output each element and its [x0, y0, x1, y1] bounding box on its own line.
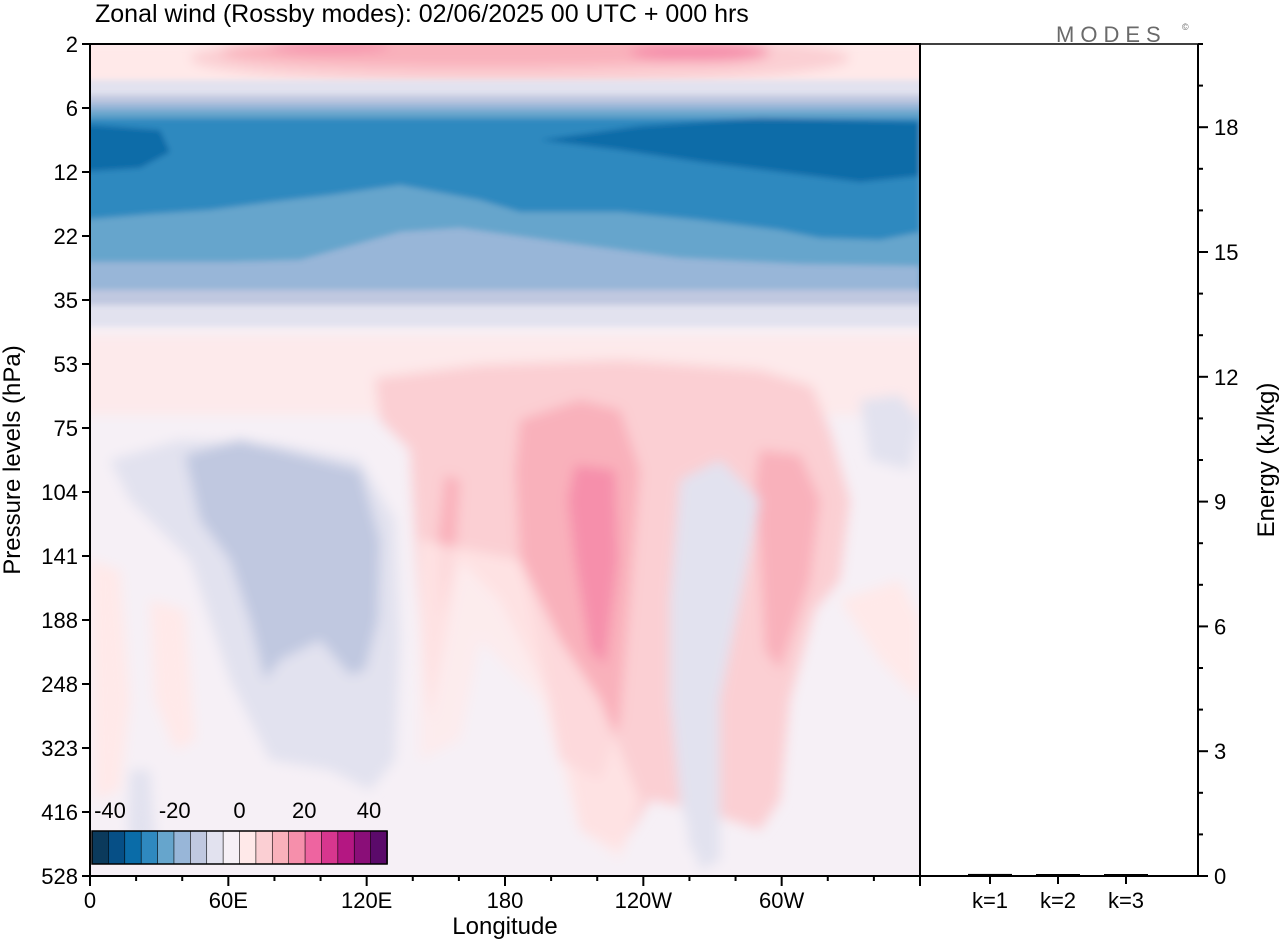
colorbar-swatch	[108, 830, 126, 865]
energy-panel-bg	[920, 44, 1198, 876]
colorbar-swatch	[222, 830, 241, 865]
colorbar-label: 20	[292, 798, 316, 823]
energy-category-label: k=3	[1108, 888, 1144, 913]
energy-bars: k=1 k=2 k=3	[968, 873, 1148, 913]
y-tick-label: 104	[41, 480, 78, 505]
energy-tick-label: 18	[1214, 115, 1238, 140]
colorbar-swatch	[157, 830, 175, 865]
colorbar-swatch	[91, 830, 110, 865]
energy-tick-label: 3	[1214, 739, 1226, 764]
y-tick-marks: 2 6 12 22 35 53 75 104 141 188 248 323 416 528	[41, 32, 90, 889]
colorbar-swatch	[173, 830, 192, 865]
zonal-wind-field	[90, 44, 920, 876]
colorbar-swatch	[124, 830, 142, 865]
y-tick-label: 75	[54, 416, 78, 441]
colorbar-swatch	[140, 830, 159, 865]
y-tick-label: 35	[54, 288, 78, 313]
y-tick-label: 22	[54, 224, 78, 249]
colorbar-swatch	[337, 830, 356, 865]
y-tick-label: 53	[54, 352, 78, 377]
colorbar-label: 0	[233, 798, 245, 823]
x-tick-label: 60W	[759, 888, 804, 913]
colorbar-swatch	[370, 830, 388, 865]
energy-tick-label: 0	[1214, 864, 1226, 889]
x-tick-label: 0	[84, 888, 96, 913]
x-tick-label: 120E	[341, 888, 392, 913]
y-tick-label: 141	[41, 544, 78, 569]
x-tick-marks: 0 60E 120E 180 120W 60W	[84, 876, 921, 913]
colorbar-label: 40	[357, 798, 381, 823]
energy-tick-label: 6	[1214, 614, 1226, 639]
colorbar-label: -20	[159, 798, 191, 823]
y-tick-label: 6	[66, 96, 78, 121]
y-tick-label: 323	[41, 736, 78, 761]
x-tick-label: 180	[487, 888, 524, 913]
energy-ticks: 0 3 6 9 12 15 18	[1198, 43, 1238, 889]
x-axis-label: Longitude	[452, 913, 557, 940]
y-tick-label: 188	[41, 608, 78, 633]
colorbar-swatch	[304, 830, 323, 865]
logo-mark: ©	[1182, 22, 1189, 32]
x-tick-label: 120W	[615, 888, 673, 913]
y-axis-label: Pressure levels (hPa)	[0, 345, 26, 574]
chart-title: Zonal wind (Rossby modes): 02/06/2025 00…	[95, 0, 749, 28]
colorbar-label: -40	[94, 798, 126, 823]
x-tick-label: 60E	[209, 888, 248, 913]
colorbar-swatch	[239, 830, 257, 865]
energy-bar	[1104, 874, 1148, 876]
colorbar: -40 -20 0 20 40	[91, 798, 388, 865]
y-tick-label: 2	[66, 32, 78, 57]
y-tick-label: 12	[54, 160, 78, 185]
colorbar-swatch	[255, 830, 274, 865]
y-tick-label: 248	[41, 672, 78, 697]
colorbar-swatch	[271, 830, 290, 865]
colorbar-swatch	[321, 830, 339, 865]
modes-logo: MODES	[1056, 22, 1167, 47]
colorbar-swatch	[353, 830, 372, 865]
colorbar-swatch	[288, 830, 306, 865]
colorbar-swatch	[190, 830, 208, 865]
energy-axis-label: Energy (kJ/kg)	[1253, 383, 1280, 538]
energy-category-label: k=2	[1040, 888, 1076, 913]
energy-tick-label: 9	[1214, 490, 1226, 515]
colorbar-swatch	[206, 830, 224, 865]
energy-bar	[968, 873, 1012, 876]
colorbar-frame	[91, 830, 388, 865]
energy-tick-label: 12	[1214, 365, 1238, 390]
energy-tick-label: 15	[1214, 240, 1238, 265]
y-tick-label: 528	[41, 864, 78, 889]
y-tick-label: 416	[41, 800, 78, 825]
energy-bar	[1036, 874, 1080, 876]
energy-category-label: k=1	[972, 888, 1008, 913]
